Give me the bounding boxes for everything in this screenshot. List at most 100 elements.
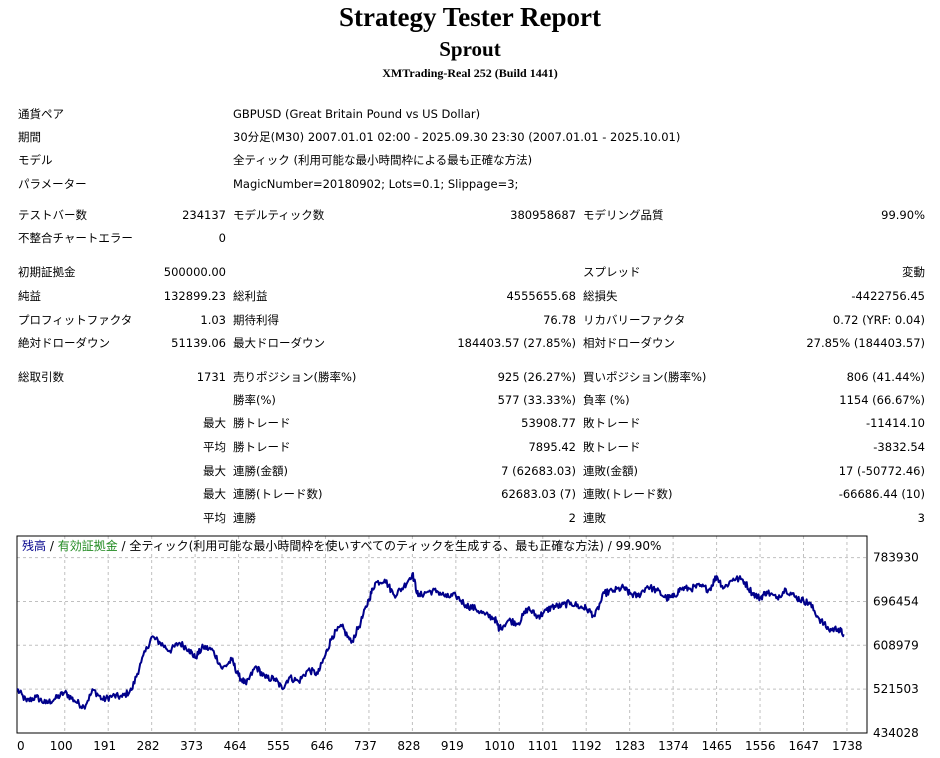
x-tick-label: 282 xyxy=(137,739,160,753)
quality-value: 99.90% xyxy=(881,208,925,222)
gross-profit-value: 4555655.68 xyxy=(506,289,576,303)
total-trades-value: 1731 xyxy=(196,370,226,384)
avg-consec-wins-label: 連勝 xyxy=(233,511,256,525)
x-tick-label: 464 xyxy=(224,739,247,753)
max-consec-wins-trades-value: 62683.03 (7) xyxy=(501,487,576,501)
x-tick-label: 0 xyxy=(17,739,25,753)
net-profit-value: 132899.23 xyxy=(163,289,226,303)
avg-consec-losses-value: 3 xyxy=(917,511,925,525)
x-tick-label: 1647 xyxy=(788,739,819,753)
max-consec-losses-trades-value: -66686.44 (10) xyxy=(838,487,925,501)
largest-win-value: 53908.77 xyxy=(521,416,576,430)
y-tick-label: 696454 xyxy=(873,594,919,608)
max-consec-losses-trades-label: 連敗(トレード数) xyxy=(583,487,673,501)
average-prefix: 平均 xyxy=(203,440,226,454)
x-tick-label: 1010 xyxy=(484,739,515,753)
avg-consec-losses-label: 連敗 xyxy=(583,511,606,525)
expected-payoff-label: 期待利得 xyxy=(233,313,279,327)
x-axis-ticks: 0 100 191 282 373 464 555 646 737 828 919 1010 1101 1… xyxy=(17,739,862,753)
deposit-label: 初期証拠金 xyxy=(18,265,76,279)
y-tick-label: 434028 xyxy=(873,726,919,740)
x-tick-label: 1556 xyxy=(745,739,776,753)
average-win-value: 7895.42 xyxy=(528,440,576,454)
deposit-value: 500000.00 xyxy=(163,265,226,279)
x-tick-label: 737 xyxy=(354,739,377,753)
recovery-factor-value: 0.72 (YRF: 0.04) xyxy=(832,313,925,327)
legend-equity: 有効証拠金 xyxy=(57,539,118,553)
ticks-value: 380958687 xyxy=(510,208,576,222)
max-consec-wins-amount-label: 連勝(金額) xyxy=(233,464,288,478)
parameters-value: MagicNumber=20180902; Lots=0.1; Slippage… xyxy=(233,177,519,191)
report-subtitle: Sprout xyxy=(439,37,501,61)
period-value: 30分足(M30) 2007.01.01 02:00 - 2025.09.30 … xyxy=(233,130,681,144)
legend-separator: / xyxy=(46,539,58,553)
report-title: Strategy Tester Report xyxy=(339,2,601,32)
gross-loss-label: 総損失 xyxy=(583,289,618,303)
short-positions-label: 売りポジション(勝率%) xyxy=(233,370,357,384)
max-consec-amount-prefix: 最大 xyxy=(203,464,226,478)
average-win-label: 勝トレード xyxy=(233,440,291,454)
y-tick-label: 521503 xyxy=(873,682,919,696)
model-value: 全ティック (利用可能な最小時間枠による最も正確な方法) xyxy=(233,153,533,167)
balance-series-line xyxy=(16,572,845,710)
profit-factor-label: プロフィットファクタ xyxy=(18,313,133,327)
x-tick-label: 646 xyxy=(310,739,333,753)
mismatch-value: 0 xyxy=(218,231,226,245)
x-tick-label: 555 xyxy=(267,739,290,753)
x-tick-label: 1283 xyxy=(615,739,646,753)
x-tick-label: 100 xyxy=(50,739,73,753)
ticks-label: モデルティック数 xyxy=(233,208,325,222)
avg-consec-wins-value: 2 xyxy=(568,511,576,525)
long-positions-label: 買いポジション(勝率%) xyxy=(583,370,707,384)
balance-chart: 0 100 191 282 373 464 555 646 737 828 919 1010 1101 1… xyxy=(16,535,919,753)
abs-drawdown-value: 51139.06 xyxy=(171,336,226,350)
max-drawdown-label: 最大ドローダウン xyxy=(233,336,325,350)
max-consec-losses-amount-value: 17 (-50772.46) xyxy=(838,464,925,478)
period-label: 期間 xyxy=(18,130,41,144)
largest-win-label: 勝トレード xyxy=(233,416,291,430)
symbol-label: 通貨ペア xyxy=(18,107,64,121)
x-tick-label: 191 xyxy=(93,739,116,753)
profit-factor-value: 1.03 xyxy=(200,313,226,327)
model-label: モデル xyxy=(18,153,53,167)
x-tick-label: 1465 xyxy=(702,739,733,753)
bars-label: テストバー数 xyxy=(18,208,87,222)
chart-grid xyxy=(17,536,867,733)
y-tick-label: 783930 xyxy=(873,551,919,565)
x-tick-label: 919 xyxy=(441,739,464,753)
largest-loss-label: 敗トレード xyxy=(583,416,641,430)
abs-drawdown-label: 絶対ドローダウン xyxy=(18,336,110,350)
spread-label: スプレッド xyxy=(583,265,641,279)
quality-label: モデリング品質 xyxy=(583,208,664,222)
max-drawdown-value: 184403.57 (27.85%) xyxy=(457,336,576,350)
spread-value: 変動 xyxy=(902,265,925,279)
legend-separator: / xyxy=(117,539,130,553)
y-tick-label: 608979 xyxy=(873,638,919,652)
largest-prefix: 最大 xyxy=(203,416,226,430)
rel-drawdown-label: 相対ドローダウン xyxy=(583,336,675,350)
chart-frame xyxy=(16,535,868,734)
max-consec-wins-trades-label: 連勝(トレード数) xyxy=(233,487,323,501)
win-rate-label: 勝率(%) xyxy=(233,393,276,407)
max-consec-trades-prefix: 最大 xyxy=(203,487,226,501)
gross-loss-value: -4422756.45 xyxy=(851,289,925,303)
x-tick-label: 1192 xyxy=(571,739,602,753)
net-profit-label: 純益 xyxy=(18,289,41,303)
y-axis-ticks: 434028 521503 608979 696454 783930 xyxy=(873,551,919,740)
short-positions-value: 925 (26.27%) xyxy=(497,370,576,384)
x-tick-label: 1101 xyxy=(528,739,559,753)
expected-payoff-value: 76.78 xyxy=(543,313,576,327)
symbol-value: GBPUSD (Great Britain Pound vs US Dollar… xyxy=(233,107,481,121)
average-loss-value: -3832.54 xyxy=(873,440,925,454)
legend-model-quality: 全ティック(利用可能な最小時間枠を使いすべてのティックを生成する、最も正確な方法… xyxy=(129,539,662,553)
max-consec-losses-amount-label: 連敗(金額) xyxy=(583,464,638,478)
gross-profit-label: 総利益 xyxy=(233,289,268,303)
long-positions-value: 806 (41.44%) xyxy=(846,370,925,384)
parameters-label: パラメーター xyxy=(18,177,87,191)
loss-rate-label: 負率 (%) xyxy=(583,393,630,407)
avg-consec-prefix: 平均 xyxy=(203,511,226,525)
x-tick-label: 1738 xyxy=(832,739,863,753)
bars-value: 234137 xyxy=(182,208,226,222)
legend-balance: 残高 xyxy=(22,539,47,553)
chart-legend: 残高 / 有効証拠金 / 全ティック(利用可能な最小時間枠を使いすべてのティック… xyxy=(22,539,661,554)
